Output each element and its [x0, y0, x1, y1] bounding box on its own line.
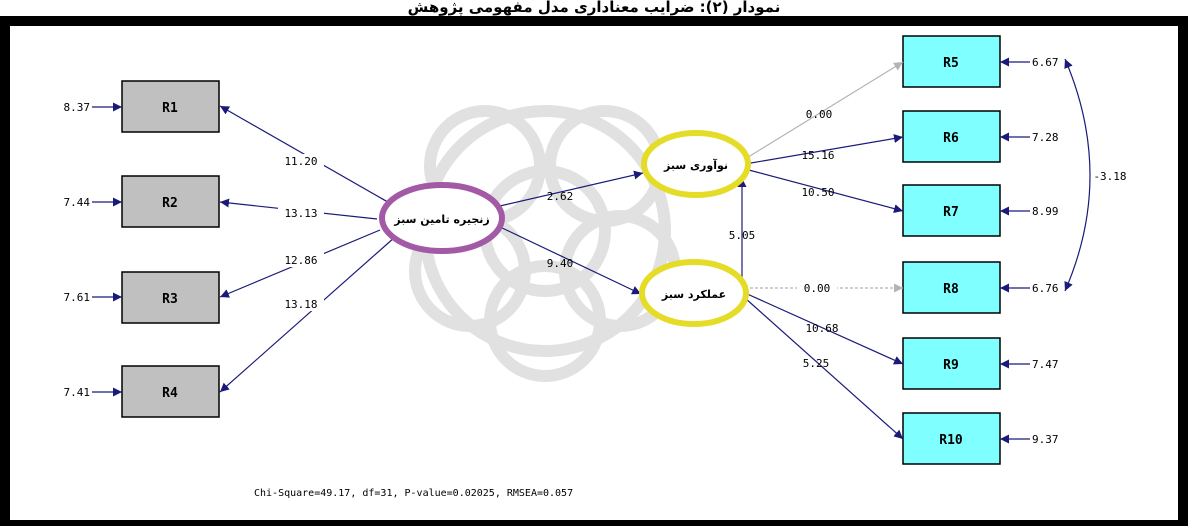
covariance-r5-r8	[1064, 58, 1091, 292]
latent-performance: عملکرد سبز	[639, 259, 749, 327]
indicator-r4: R4	[121, 365, 220, 418]
latent-label: عملکرد سبز	[661, 288, 726, 301]
indicator-r7: R7	[902, 184, 1001, 237]
latent-label: نوآوری سبز	[663, 158, 728, 172]
error-value-r4: 7.41	[64, 386, 91, 399]
error-arrows-left	[92, 102, 122, 397]
latent-innovation: نوآوری سبز	[641, 130, 751, 198]
loading-value-r8: 0.00	[804, 282, 831, 295]
diagram-frame: R1 R2 R3 R4 R5 R6	[0, 16, 1188, 526]
loading-value-r5: 0.00	[806, 108, 833, 121]
fixed-path-innovation-r5	[744, 61, 904, 160]
indicator-label: R10	[939, 433, 963, 448]
indicator-label: R4	[162, 386, 178, 401]
loading-paths-innovation	[744, 134, 904, 214]
loading-paths-performance	[744, 292, 904, 440]
indicator-label: R3	[162, 292, 178, 307]
figure-caption: نمودار (۲): ضرایب معناداری مدل مفهومی پژ…	[407, 0, 781, 16]
diagram-canvas: R1 R2 R3 R4 R5 R6	[10, 26, 1178, 520]
indicator-r8: R8	[902, 261, 1001, 314]
indicator-label: R6	[943, 131, 959, 146]
loading-value-r10: 5.25	[803, 357, 830, 370]
latent-supply-chain: زنجیره تامین سبز	[379, 182, 505, 254]
indicator-label: R5	[943, 56, 959, 71]
error-value-r7: 8.99	[1032, 205, 1059, 218]
loading-value-r7: 10.50	[801, 186, 834, 199]
error-value-r1: 8.37	[64, 101, 91, 114]
loading-value-r3: 12.86	[284, 254, 317, 267]
indicator-r3: R3	[121, 271, 220, 324]
error-value-r10: 9.37	[1032, 433, 1059, 446]
error-value-r3: 7.61	[64, 291, 91, 304]
error-value-r2: 7.44	[64, 196, 91, 209]
loading-value-r1: 11.20	[284, 155, 317, 168]
loading-value-r2: 13.13	[284, 207, 317, 220]
indicator-r9: R9	[902, 337, 1001, 390]
path-value-performance-innovation: 5.05	[729, 229, 756, 242]
loading-paths-supply-chain	[219, 105, 401, 393]
path-diagram: R1 R2 R3 R4 R5 R6	[64, 35, 1127, 499]
structural-paths	[497, 170, 747, 295]
indicator-r2: R2	[121, 175, 220, 228]
indicator-label: R9	[943, 358, 959, 373]
indicator-label: R8	[943, 282, 959, 297]
indicator-label: R7	[943, 205, 959, 220]
loading-value-r9: 10.68	[805, 322, 838, 335]
error-arrows-right	[1000, 57, 1030, 444]
indicator-r6: R6	[902, 110, 1001, 163]
path-value-sc-performance: 9.40	[547, 257, 574, 270]
loading-value-r4: 13.18	[284, 298, 317, 311]
indicator-r10: R10	[902, 412, 1001, 465]
indicator-label: R2	[162, 196, 178, 211]
indicator-r1: R1	[121, 80, 220, 133]
path-value-sc-innovation: 2.62	[547, 190, 574, 203]
fit-statistics: Chi-Square=49.17, df=31, P-value=0.02025…	[254, 488, 573, 499]
error-value-r8: 6.76	[1032, 282, 1059, 295]
loading-value-r6: 15.16	[801, 149, 834, 162]
error-value-r6: 7.28	[1032, 131, 1059, 144]
error-value-r5: 6.67	[1032, 56, 1059, 69]
indicator-r5: R5	[902, 35, 1001, 88]
indicator-label: R1	[162, 101, 178, 116]
covariance-value: -3.18	[1093, 170, 1126, 183]
latent-label: زنجیره تامین سبز	[393, 213, 490, 226]
error-value-r9: 7.47	[1032, 358, 1059, 371]
